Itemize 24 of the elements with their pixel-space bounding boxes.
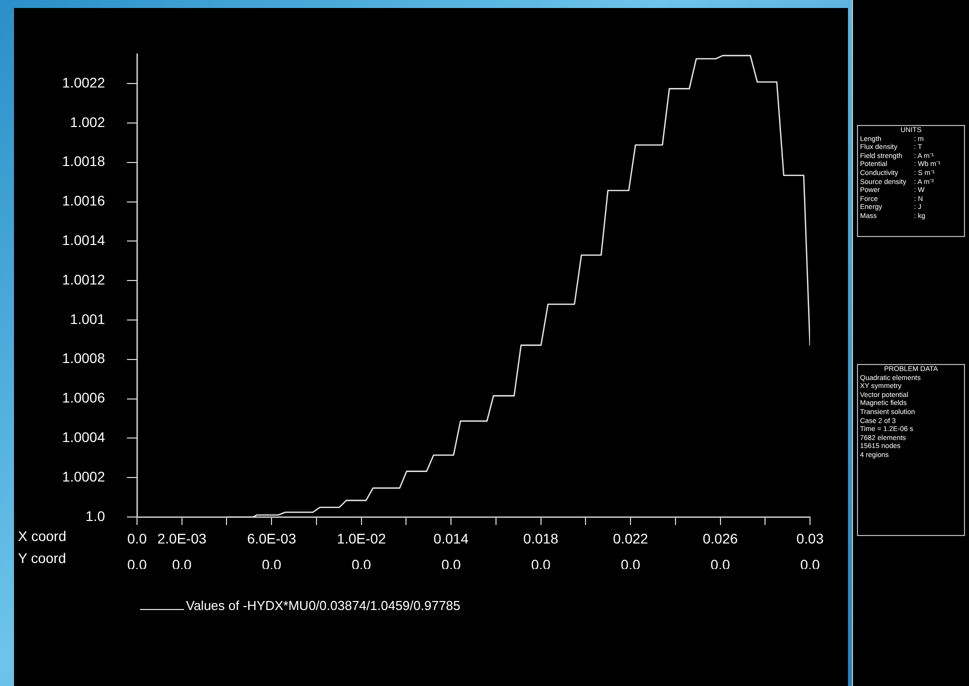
x2-axis-title: Y coord (18, 550, 66, 566)
legend-label: Values of -HYDX*MU0/0.03874/1.0459/0.97785 (186, 598, 460, 613)
y-tick-label: 1.0012 (62, 271, 106, 288)
x-tick-label: 6.0E-03 (247, 530, 296, 546)
y-tick-label: 1.0016 (62, 192, 106, 209)
y-tick-label: 1.0018 (62, 153, 106, 170)
x-tick-label: 0.026 (702, 530, 738, 546)
x-tick-label: 0.03 (796, 530, 824, 546)
y-tick-label: 1.002 (70, 114, 106, 130)
y-tick-label: 1.0006 (62, 390, 106, 406)
x-tick-label: 0.0 (127, 530, 147, 546)
x-tick-label: 1.0E-02 (336, 530, 386, 546)
x-tick-label: 2.0E-03 (157, 530, 207, 546)
x-tick-label: 0.014 (434, 530, 469, 546)
y-tick-label: 1.0022 (62, 74, 106, 90)
y-tick-label: 1.0008 (62, 350, 106, 366)
y-tick-label: 1.0002 (62, 468, 106, 484)
x-tick-label: 0.018 (523, 530, 559, 546)
y-tick-label: 1.0014 (62, 232, 106, 248)
y-tick-label: 1.0 (86, 508, 106, 524)
x-axis-title: X coord (18, 528, 66, 544)
x-tick-label: 0.022 (613, 530, 648, 546)
y-tick-label: 1.0004 (62, 429, 106, 446)
y-tick-label: 1.001 (70, 310, 106, 327)
